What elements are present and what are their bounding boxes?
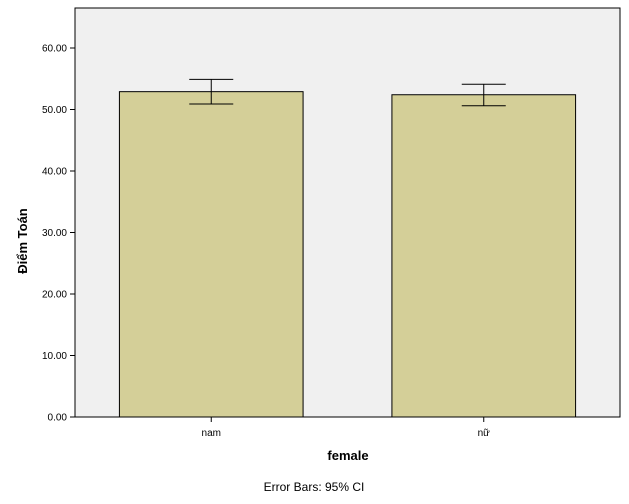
x-tick-label: nam [202, 428, 221, 439]
y-tick-label: 60.00 [42, 44, 67, 55]
y-tick-label: 30.00 [42, 228, 67, 239]
y-tick-label: 20.00 [42, 290, 67, 301]
y-tick-label: 50.00 [42, 105, 67, 116]
x-tick-label: nữ [478, 428, 491, 439]
y-tick-label: 10.00 [42, 351, 67, 362]
bar-nu [391, 94, 577, 418]
y-axis-title: Điểm Toán [15, 208, 30, 274]
error-bars-footnote: Error Bars: 95% CI [264, 480, 365, 494]
y-tick-label: 0.00 [48, 413, 68, 424]
y-tick-label: 40.00 [42, 167, 67, 178]
x-axis-title: female [327, 448, 368, 463]
bar-nam [118, 91, 304, 418]
